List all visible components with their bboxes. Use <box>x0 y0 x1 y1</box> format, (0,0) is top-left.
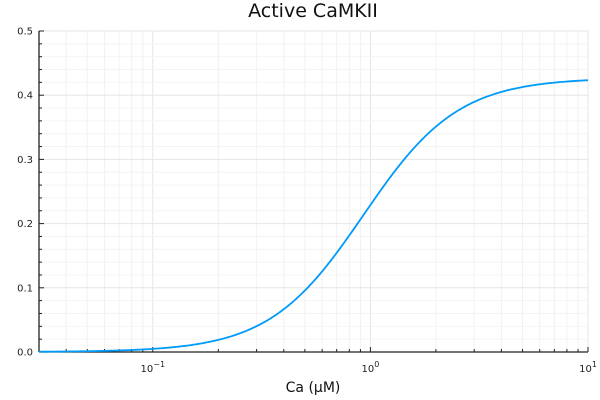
axes <box>38 30 589 353</box>
x-tick-label: 10−1 <box>141 360 166 375</box>
grid-lines <box>38 30 589 353</box>
y-tick-labels: 0.0 0.1 0.2 0.3 0.4 0.5 <box>17 27 33 359</box>
y-tick-label: 0.1 <box>17 283 33 294</box>
chart-title: Active CaMKII <box>248 0 378 22</box>
x-tick-label: 101 <box>579 360 597 375</box>
x-tick-label: 100 <box>361 360 379 375</box>
x-tick-labels: 10−1 100 101 <box>141 360 597 375</box>
y-tick-label: 0.3 <box>17 155 33 166</box>
y-tick-label: 0.5 <box>17 27 33 38</box>
y-tick-label: 0.4 <box>17 91 33 102</box>
y-tick-label: 0.0 <box>17 348 33 359</box>
x-axis-label: Ca (μM) <box>286 380 341 396</box>
data-line <box>38 79 589 353</box>
y-tick-label: 0.2 <box>17 219 33 230</box>
